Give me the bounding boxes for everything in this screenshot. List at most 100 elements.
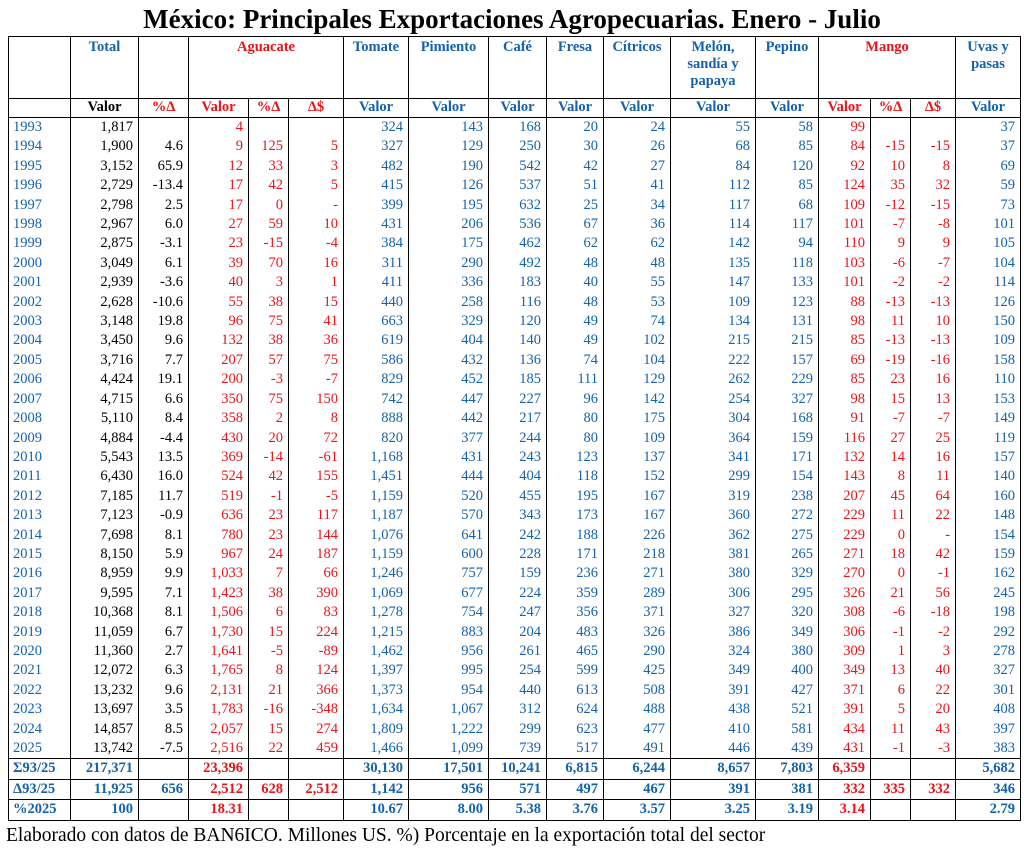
value-cell: -13.4 [138,176,189,196]
value-cell: 126 [408,176,489,196]
value-cell: 15 [870,389,911,410]
value-cell: 13,232 [70,680,139,701]
title: México: Principales Exportaciones Agrope… [143,4,881,34]
value-cell: 13 [909,389,957,410]
value-cell: 16 [909,447,957,468]
year-cell: 2008 [8,409,71,429]
data-row: 2010 5,543 13.5 369 -14 -61 1,168 431 243 123 137 3… [8,447,1022,468]
value-cell: 570 [408,506,489,526]
value-cell: 415 [343,176,409,196]
value-cell: 55 [188,292,249,313]
value-cell: 9,595 [70,583,139,604]
value-cell: 27 [603,156,671,177]
value-cell: 109 [670,292,756,313]
value-cell: 109 [818,195,871,216]
value-cell: -12 [870,195,911,216]
value-cell: -7.5 [138,739,189,759]
summary-cell [138,758,189,780]
value-cell: 1,246 [343,564,409,584]
summary-cell: 23,396 [188,758,249,780]
column-subheader: Valor [488,98,547,118]
value-cell: 215 [755,331,819,351]
value-cell: 432 [408,350,489,371]
year-cell: 2006 [8,370,71,390]
value-cell: 1,730 [188,622,249,642]
value-cell: 48 [546,292,604,313]
value-cell: 218 [603,544,671,565]
value-cell: 119 [955,428,1022,448]
value-cell: 40 [188,273,249,293]
value-cell: 103 [818,253,871,274]
value-cell: 383 [955,739,1022,759]
value-cell: 30 [546,137,604,157]
value-cell: 404 [488,467,547,487]
value-cell: 341 [670,447,756,468]
value-cell: 175 [408,234,489,254]
year-cell: 2009 [8,428,71,448]
column-group-header: Cítricos [603,36,671,99]
column-subheader: Valor [408,98,489,118]
year-cell: 2017 [8,583,71,604]
column-subheader: Δ$ [288,98,344,118]
value-cell: 37 [955,117,1022,138]
column-subheader: %Δ [870,98,911,118]
value-cell: 171 [755,447,819,468]
value-cell: 3,716 [70,350,139,371]
value-cell: 98 [818,312,871,332]
value-cell: 1,159 [343,544,409,565]
value-cell: 114 [955,273,1022,293]
value-cell: 16 [288,253,344,274]
value-cell: 364 [670,428,756,448]
summary-label: Δ93/25 [8,778,71,800]
value-cell: 1,900 [70,137,139,157]
value-cell: 143 [408,117,489,138]
summary-label: Σ93/25 [8,758,71,780]
value-cell: 483 [546,622,604,642]
year-cell: 2010 [8,447,71,468]
value-cell: 537 [488,176,547,196]
footnote: Elaborado con datos de BAN6ICO. Millones… [6,825,766,846]
value-cell: 295 [755,583,819,604]
value-cell: -5 [248,641,289,662]
value-cell: 15 [288,292,344,313]
value-cell: 12 [188,156,249,177]
value-cell: 326 [603,622,671,642]
summary-cell: 391 [670,778,756,800]
value-cell: 32 [909,176,957,196]
value-cell: 2,875 [70,234,139,254]
value-cell: 96 [188,312,249,332]
value-cell: 132 [818,447,871,468]
value-cell: 439 [755,739,819,759]
data-row: 2006 4,424 19.1 200 -3 -7 829 452 185 111 129 262 22… [8,370,1022,390]
value-cell: 336 [408,273,489,293]
value-cell: 6.1 [138,253,189,274]
value-cell: 229 [755,370,819,390]
value-cell: 167 [603,506,671,526]
value-cell: 1,765 [188,661,249,681]
value-cell: 4,884 [70,428,139,448]
value-cell: 6.7 [138,622,189,642]
column-group-header: Total [70,36,139,99]
value-cell: 67 [546,215,604,235]
value-cell: 25 [909,428,957,448]
value-cell: 465 [546,641,604,662]
value-cell: 274 [288,719,344,739]
value-cell: 455 [488,486,547,507]
value-cell: 117 [755,215,819,235]
summary-cell: 6,244 [603,758,671,780]
summary-row: %2025 100 18.31 10.67 8.00 5.38 3.76 3.57 3.25 3.… [8,799,1022,821]
summary-label: %2025 [8,799,71,821]
value-cell: 5,110 [70,409,139,429]
value-cell: 8 [288,409,344,429]
value-cell: 306 [818,622,871,642]
value-cell: 1,168 [343,447,409,468]
value-cell: 289 [603,583,671,604]
value-cell: 11 [870,719,911,739]
value-cell: 311 [343,253,409,274]
value-cell: 2,057 [188,719,249,739]
value-cell: 1,423 [188,583,249,604]
value-cell: 380 [670,564,756,584]
value-cell: 236 [546,564,604,584]
value-cell: 159 [488,564,547,584]
summary-cell: 2,512 [188,778,249,800]
